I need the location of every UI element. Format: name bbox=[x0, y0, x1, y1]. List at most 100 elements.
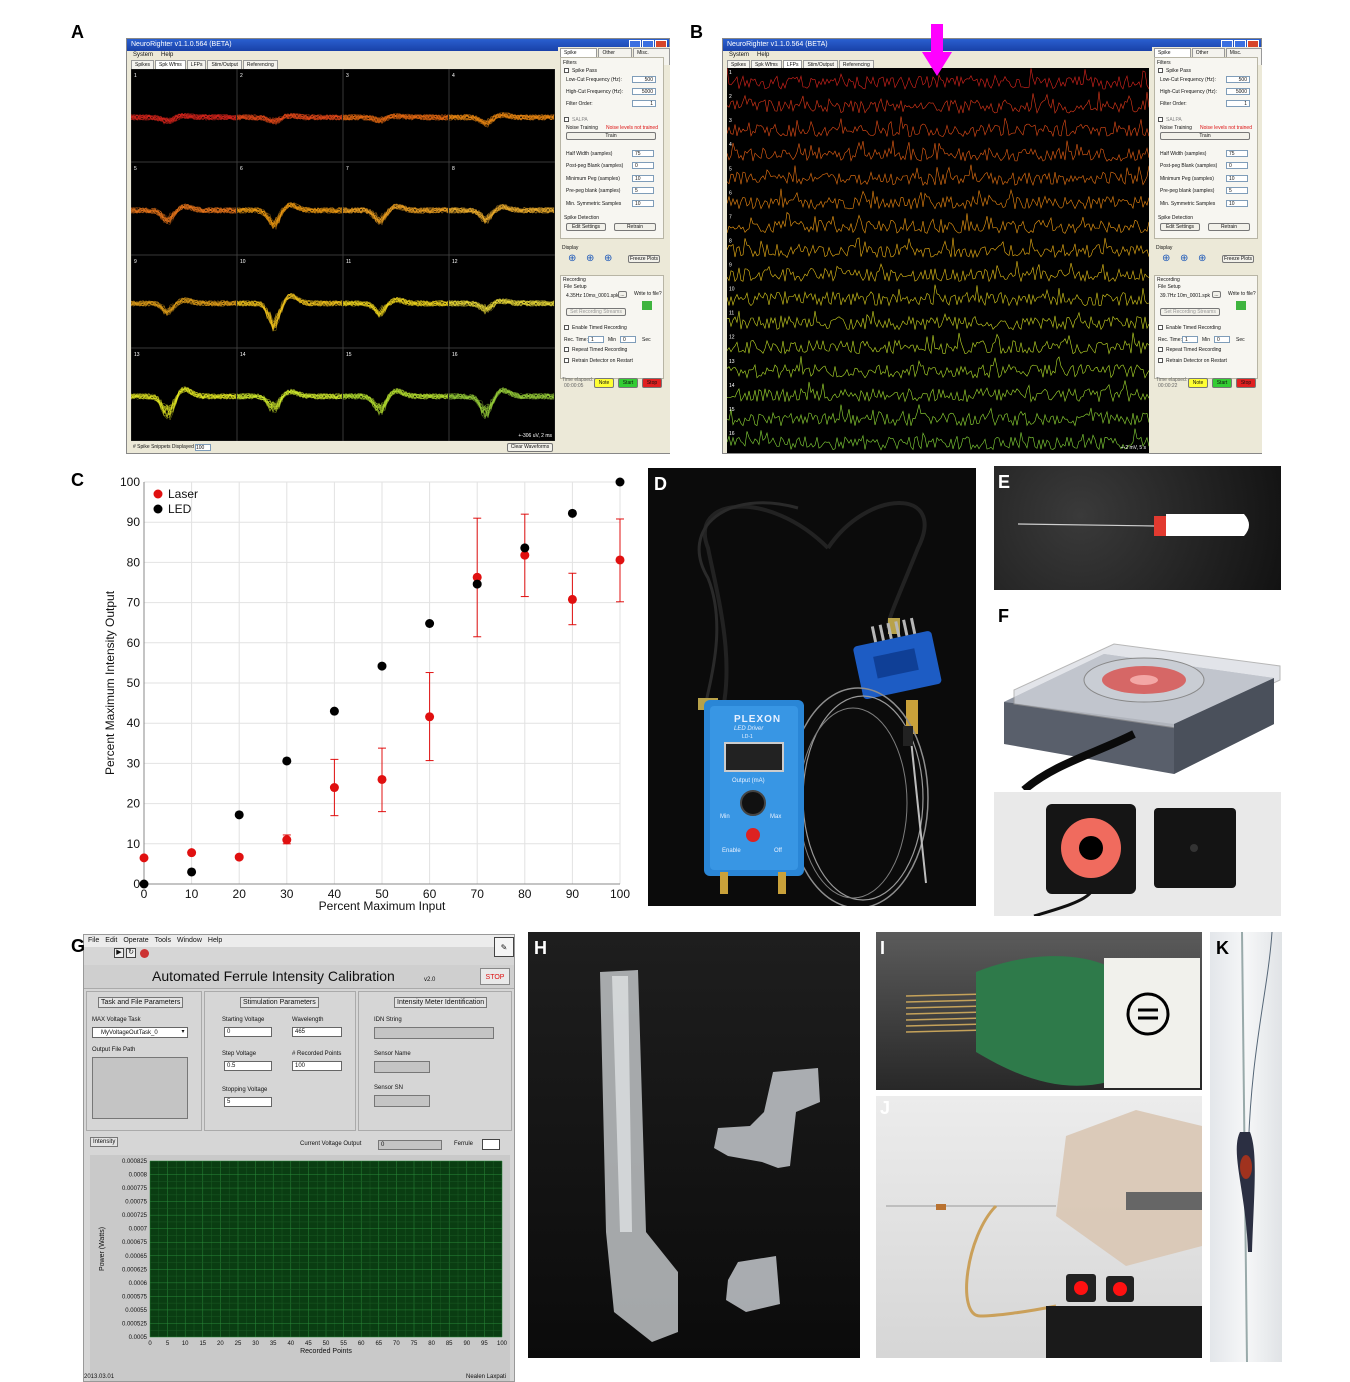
tab-referencing[interactable]: Referencing bbox=[838, 60, 874, 70]
zoom-out-icon[interactable]: ⊕ bbox=[1180, 253, 1189, 264]
y-tick-label: 0.0005 bbox=[129, 1335, 148, 1341]
tab-spk-wfms[interactable]: Spk Wfms bbox=[751, 60, 782, 70]
rec-sec-input[interactable]: 0 bbox=[620, 336, 636, 343]
menu-system[interactable]: System bbox=[133, 52, 154, 58]
tab-stim-output[interactable]: Stim/Output bbox=[803, 60, 838, 70]
output-label: Output (mA) bbox=[732, 778, 765, 784]
panel-label-k: K bbox=[1216, 938, 1229, 958]
write-to-file-toggle[interactable] bbox=[642, 301, 652, 310]
step-voltage-input[interactable]: 0.5 bbox=[224, 1061, 272, 1071]
set-streams-button[interactable]: Set Recording Streams bbox=[1160, 308, 1220, 316]
menu-window[interactable]: Window bbox=[176, 937, 202, 944]
filter-order-value-input[interactable]: 1 bbox=[632, 100, 656, 107]
freeze-plots-button[interactable]: Freeze Plots bbox=[628, 255, 660, 263]
snippets-input[interactable]: 100 bbox=[195, 444, 211, 451]
zoom-in-icon[interactable]: ⊕ bbox=[568, 253, 577, 264]
repeat-timed-checkbox[interactable] bbox=[564, 347, 569, 352]
note-button[interactable]: Note bbox=[594, 378, 614, 388]
menu-file[interactable]: File bbox=[88, 937, 100, 944]
menu-operate[interactable]: Operate bbox=[123, 937, 149, 944]
start-button[interactable]: Start bbox=[1212, 378, 1232, 388]
spike-pass-checkbox[interactable] bbox=[1158, 68, 1163, 73]
zoom-fit-icon[interactable]: ⊕ bbox=[604, 253, 613, 264]
zoom-out-icon[interactable]: ⊕ bbox=[586, 253, 595, 264]
spike-pass-checkbox[interactable] bbox=[564, 68, 569, 73]
chevron-down-icon[interactable]: ▾ bbox=[181, 1029, 185, 1035]
clear-waveforms-button[interactable]: Clear Waveforms bbox=[507, 443, 553, 452]
retrain-restart-checkbox[interactable] bbox=[1158, 358, 1163, 363]
spike-waveform-grid[interactable]: 1 2 3 4 5 6 7 8 9 10 11 12 13 14 15 16 +-306 uV, 2 ms bbox=[131, 69, 555, 441]
min-sym-value-input[interactable]: 10 bbox=[1226, 200, 1248, 207]
low-cut-value-input[interactable]: 500 bbox=[1226, 76, 1250, 83]
zoom-fit-icon[interactable]: ⊕ bbox=[1198, 253, 1207, 264]
salpa-checkbox[interactable] bbox=[1158, 117, 1163, 122]
stopping-voltage-input[interactable]: 5 bbox=[224, 1097, 272, 1107]
repeat-timed-checkbox[interactable] bbox=[1158, 347, 1163, 352]
stop-button[interactable]: STOP bbox=[480, 968, 510, 985]
x-tick-label: 90 bbox=[566, 887, 580, 901]
menu-tools[interactable]: Tools bbox=[154, 937, 171, 944]
low-cut-value-input[interactable]: 500 bbox=[632, 76, 656, 83]
intensity-knob[interactable] bbox=[740, 790, 766, 816]
output-path-field[interactable] bbox=[92, 1057, 188, 1119]
browse-button[interactable]: ... bbox=[1212, 291, 1221, 298]
min-peg-value-input[interactable]: 10 bbox=[1226, 175, 1248, 182]
implant-assembly-illustration bbox=[886, 1110, 1202, 1358]
run-continuous-icon[interactable]: ↻ bbox=[126, 948, 136, 958]
edit-settings-button[interactable]: Edit Settings bbox=[1160, 223, 1200, 231]
menu-help[interactable]: Help bbox=[757, 52, 770, 58]
lfp-trace-plot[interactable]: 1 2 3 4 5 6 7 8 9 10 11 12 13 14 15 16 +-2 mV, 5 s bbox=[727, 68, 1149, 453]
menu-system[interactable]: System bbox=[729, 52, 750, 58]
tab-spk-wfms[interactable]: Spk Wfms bbox=[155, 60, 186, 70]
set-streams-button[interactable]: Set Recording Streams bbox=[566, 308, 626, 316]
wavelength-input[interactable]: 465 bbox=[292, 1027, 342, 1037]
menu-edit[interactable]: Edit bbox=[105, 937, 118, 944]
min-peg-value-input[interactable]: 10 bbox=[632, 175, 654, 182]
menu-help[interactable]: Help bbox=[161, 52, 174, 58]
run-arrow-icon[interactable]: ▶ bbox=[114, 948, 124, 958]
note-button[interactable]: Note bbox=[1188, 378, 1208, 388]
high-cut-value-input[interactable]: 5000 bbox=[1226, 88, 1250, 95]
starting-voltage-input[interactable]: 0 bbox=[224, 1027, 272, 1037]
start-button[interactable]: Start bbox=[618, 378, 638, 388]
retrain-restart-checkbox[interactable] bbox=[564, 358, 569, 363]
max-voltage-task-select[interactable]: MyVoltageOutTask_0 bbox=[92, 1027, 188, 1038]
filter-order-value-input[interactable]: 1 bbox=[1226, 100, 1250, 107]
tab-intensity[interactable]: Intensity bbox=[90, 1137, 119, 1147]
tab-lfps[interactable]: LFPs bbox=[782, 60, 803, 70]
stop-button[interactable]: Stop bbox=[642, 378, 662, 388]
pre-peg-value-input[interactable]: 5 bbox=[1226, 187, 1248, 194]
tab-referencing[interactable]: Referencing bbox=[242, 60, 278, 70]
recorded-points-input[interactable]: 100 bbox=[292, 1061, 342, 1071]
min-sym-value-input[interactable]: 10 bbox=[632, 200, 654, 207]
zoom-in-icon[interactable]: ⊕ bbox=[1162, 253, 1171, 264]
enable-timed-checkbox[interactable] bbox=[1158, 325, 1163, 330]
rec-min-input[interactable]: 1 bbox=[588, 336, 604, 343]
train-button[interactable]: Train bbox=[1160, 132, 1250, 140]
enable-timed-checkbox[interactable] bbox=[564, 325, 569, 330]
rec-min-input[interactable]: 1 bbox=[1182, 336, 1198, 343]
post-peg-value-input[interactable]: 0 bbox=[632, 162, 654, 169]
train-button[interactable]: Train bbox=[566, 132, 656, 140]
retrain-button[interactable]: Retrain bbox=[614, 223, 656, 231]
tab-spikes[interactable]: Spikes bbox=[131, 60, 155, 70]
tab-spikes[interactable]: Spikes bbox=[727, 60, 751, 70]
abort-icon[interactable] bbox=[140, 949, 149, 958]
pre-peg-value-input[interactable]: 5 bbox=[632, 187, 654, 194]
edit-settings-button[interactable]: Edit Settings bbox=[566, 223, 606, 231]
stop-button[interactable]: Stop bbox=[1236, 378, 1256, 388]
freeze-plots-button[interactable]: Freeze Plots bbox=[1222, 255, 1254, 263]
menu-help[interactable]: Help bbox=[207, 937, 223, 944]
tab-lfps[interactable]: LFPs bbox=[186, 60, 207, 70]
tab-stim-output[interactable]: Stim/Output bbox=[207, 60, 242, 70]
write-to-file-toggle[interactable] bbox=[1236, 301, 1246, 310]
browse-button[interactable]: ... bbox=[618, 291, 627, 298]
plot-legend-swatch[interactable] bbox=[482, 1139, 500, 1150]
half-width-value-input[interactable]: 75 bbox=[1226, 150, 1248, 157]
rec-sec-input[interactable]: 0 bbox=[1214, 336, 1230, 343]
post-peg-value-input[interactable]: 0 bbox=[1226, 162, 1248, 169]
salpa-checkbox[interactable] bbox=[564, 117, 569, 122]
half-width-value-input[interactable]: 75 bbox=[632, 150, 654, 157]
retrain-button[interactable]: Retrain bbox=[1208, 223, 1250, 231]
high-cut-value-input[interactable]: 5000 bbox=[632, 88, 656, 95]
